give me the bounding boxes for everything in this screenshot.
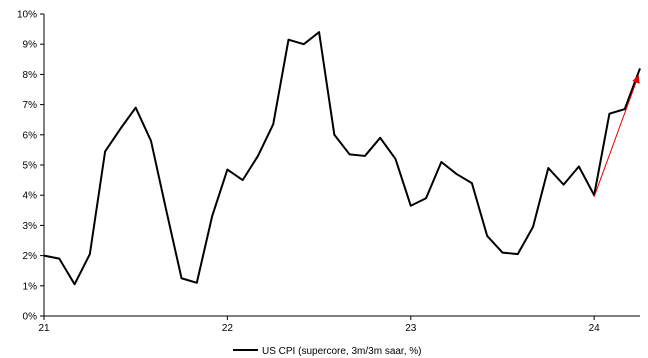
y-tick-label: 1%: [23, 281, 38, 292]
trend-arrow: [593, 75, 640, 197]
y-tick-label: 6%: [23, 130, 38, 141]
y-axis-ticks: 0% 1% 2% 3% 4% 5% 6% 7% 8% 9% 10%: [17, 10, 44, 323]
y-tick-label: 7%: [23, 100, 38, 111]
series-layer: [43, 31, 641, 286]
annotations-layer: [593, 75, 640, 197]
x-tick-label: 24: [589, 323, 601, 334]
x-tick-label: 21: [38, 323, 50, 334]
legend: US CPI (supercore, 3m/3m saar, %): [233, 346, 422, 357]
y-tick-label: 0%: [23, 312, 38, 323]
y-tick-label: 2%: [23, 251, 38, 262]
y-tick-label: 9%: [23, 40, 38, 51]
y-tick-label: 3%: [23, 221, 38, 232]
x-tick-label: 22: [222, 323, 234, 334]
x-axis-ticks: 21 22 23 24: [38, 316, 600, 334]
series-line: [43, 31, 641, 286]
legend-label: US CPI (supercore, 3m/3m saar, %): [262, 346, 422, 357]
y-tick-label: 5%: [23, 161, 38, 172]
axes: [43, 14, 640, 317]
x-tick-label: 23: [405, 323, 417, 334]
y-tick-label: 4%: [23, 191, 38, 202]
y-tick-label: 10%: [17, 10, 37, 21]
y-tick-label: 8%: [23, 70, 38, 81]
